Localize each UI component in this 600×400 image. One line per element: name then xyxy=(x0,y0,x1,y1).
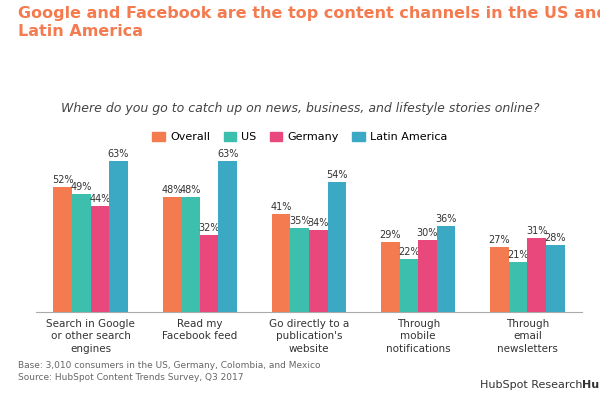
Bar xyxy=(418,240,437,312)
Text: 29%: 29% xyxy=(380,230,401,240)
Bar xyxy=(290,228,309,312)
Text: 54%: 54% xyxy=(326,170,347,180)
Text: 28%: 28% xyxy=(544,233,566,243)
Bar xyxy=(53,187,72,312)
Bar xyxy=(328,182,346,312)
Text: 52%: 52% xyxy=(52,175,74,185)
Text: 48%: 48% xyxy=(161,185,182,195)
Bar xyxy=(91,206,109,312)
Text: 27%: 27% xyxy=(489,235,511,245)
Text: 32%: 32% xyxy=(199,223,220,233)
Bar xyxy=(490,247,509,312)
Text: Hub: Hub xyxy=(582,380,600,390)
Bar xyxy=(309,230,328,312)
Bar xyxy=(200,235,218,312)
Bar xyxy=(163,197,181,312)
Text: Google and Facebook are the top content channels in the US and
Latin America: Google and Facebook are the top content … xyxy=(18,6,600,39)
Bar xyxy=(527,238,546,312)
Text: 49%: 49% xyxy=(71,182,92,192)
Text: 44%: 44% xyxy=(89,194,110,204)
Bar xyxy=(437,226,455,312)
Text: 36%: 36% xyxy=(436,214,457,224)
Text: 31%: 31% xyxy=(526,226,547,236)
Text: 63%: 63% xyxy=(217,149,238,159)
Text: 35%: 35% xyxy=(289,216,310,226)
Text: 22%: 22% xyxy=(398,247,420,257)
Bar xyxy=(72,194,91,312)
Text: 63%: 63% xyxy=(108,149,129,159)
Text: 41%: 41% xyxy=(271,202,292,212)
Bar xyxy=(181,197,200,312)
Bar xyxy=(109,161,128,312)
Text: 30%: 30% xyxy=(417,228,438,238)
Bar xyxy=(509,262,527,312)
Text: Where do you go to catch up on news, business, and lifestyle stories online?: Where do you go to catch up on news, bus… xyxy=(61,102,539,115)
Text: 34%: 34% xyxy=(308,218,329,228)
Legend: Overall, US, Germany, Latin America: Overall, US, Germany, Latin America xyxy=(148,128,452,147)
Text: 21%: 21% xyxy=(508,250,529,260)
Bar xyxy=(400,259,418,312)
Bar xyxy=(218,161,237,312)
Text: HubSpot Research: HubSpot Research xyxy=(479,380,582,390)
Text: 48%: 48% xyxy=(180,185,201,195)
Bar xyxy=(381,242,400,312)
Bar xyxy=(272,214,290,312)
Text: Base: 3,010 consumers in the US, Germany, Colombia, and Mexico
Source: HubSpot C: Base: 3,010 consumers in the US, Germany… xyxy=(18,361,320,382)
Bar xyxy=(546,245,565,312)
